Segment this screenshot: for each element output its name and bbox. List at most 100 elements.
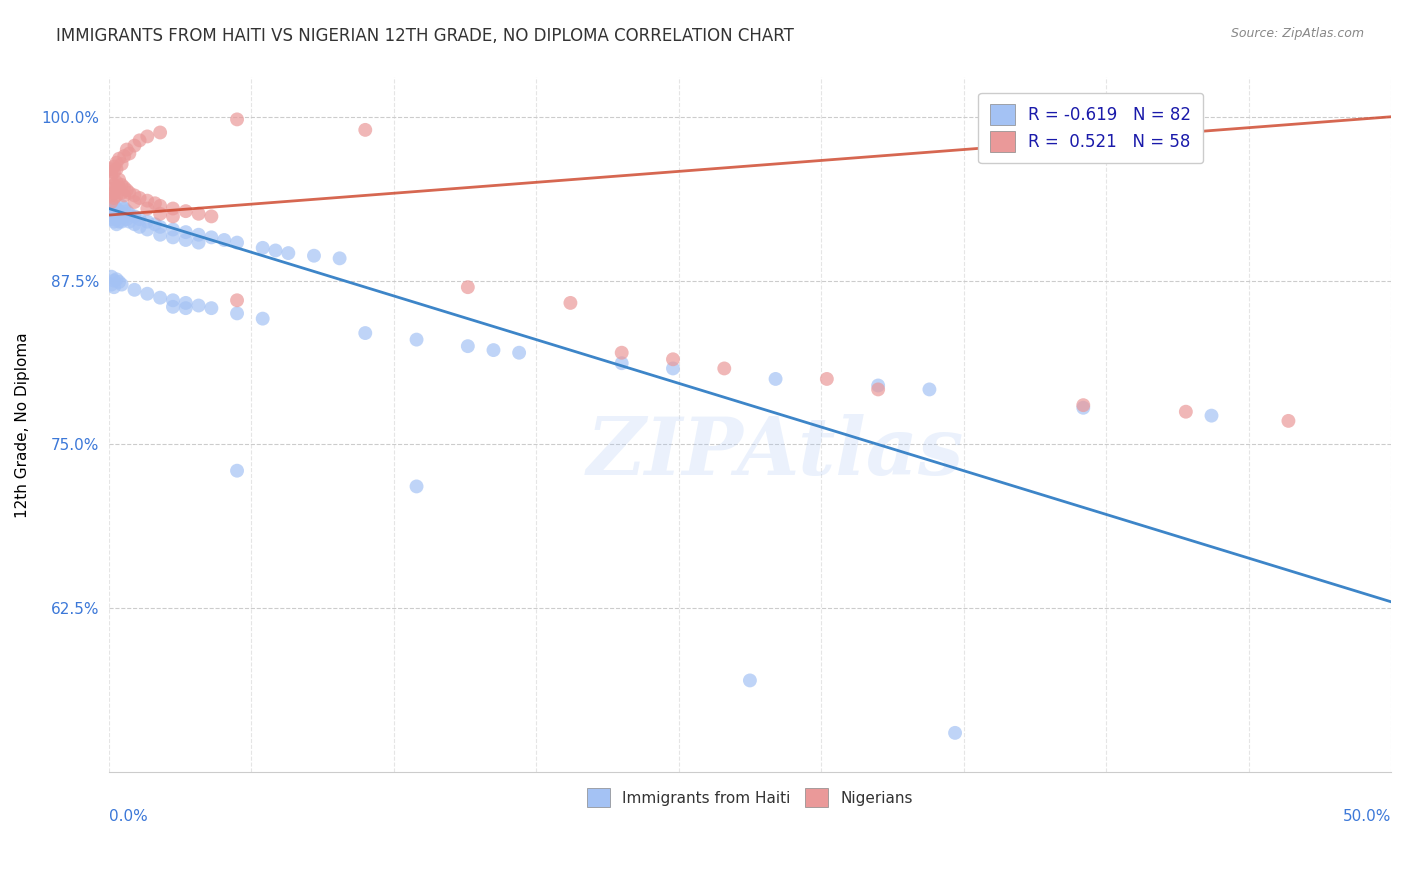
Point xyxy=(943,726,966,740)
Point xyxy=(226,112,249,127)
Point xyxy=(200,210,222,224)
Point xyxy=(111,277,134,292)
Point xyxy=(1071,398,1094,412)
Text: Source: ZipAtlas.com: Source: ZipAtlas.com xyxy=(1230,27,1364,40)
Point xyxy=(226,306,249,320)
Point xyxy=(115,143,138,157)
Point xyxy=(124,217,146,231)
Point xyxy=(115,183,138,197)
Point xyxy=(1277,414,1299,428)
Point xyxy=(136,129,159,144)
Point xyxy=(174,233,197,247)
Point xyxy=(252,311,274,326)
Point xyxy=(405,479,427,493)
Point xyxy=(354,326,377,340)
Point xyxy=(111,214,134,228)
Point xyxy=(108,214,131,228)
Point xyxy=(610,345,633,359)
Point xyxy=(105,182,128,196)
Point xyxy=(264,244,287,258)
Point xyxy=(124,194,146,209)
Point xyxy=(108,172,131,186)
Point xyxy=(868,383,890,397)
Point xyxy=(174,296,197,310)
Point xyxy=(111,186,134,200)
Point xyxy=(108,152,131,166)
Point xyxy=(100,194,122,209)
Point xyxy=(128,133,150,147)
Point xyxy=(174,225,197,239)
Point xyxy=(118,146,141,161)
Point xyxy=(457,339,479,353)
Point xyxy=(105,272,128,286)
Point xyxy=(162,210,184,224)
Point xyxy=(103,210,125,224)
Point xyxy=(105,155,128,169)
Point xyxy=(112,202,135,216)
Point xyxy=(149,227,172,242)
Point xyxy=(187,207,209,221)
Point xyxy=(1174,405,1197,419)
Point xyxy=(103,204,125,219)
Point xyxy=(226,293,249,308)
Point xyxy=(128,219,150,234)
Point xyxy=(252,241,274,255)
Point xyxy=(105,217,128,231)
Point xyxy=(103,280,125,294)
Point xyxy=(149,199,172,213)
Point xyxy=(560,296,582,310)
Point xyxy=(277,246,299,260)
Point xyxy=(174,301,197,315)
Point xyxy=(918,383,941,397)
Point xyxy=(174,204,197,219)
Point xyxy=(100,202,122,216)
Point xyxy=(405,333,427,347)
Point xyxy=(124,283,146,297)
Point xyxy=(128,191,150,205)
Point xyxy=(103,274,125,288)
Point xyxy=(112,180,135,194)
Point xyxy=(103,178,125,192)
Point xyxy=(124,188,146,202)
Point xyxy=(354,123,377,137)
Text: IMMIGRANTS FROM HAITI VS NIGERIAN 12TH GRADE, NO DIPLOMA CORRELATION CHART: IMMIGRANTS FROM HAITI VS NIGERIAN 12TH G… xyxy=(56,27,794,45)
Text: 50.0%: 50.0% xyxy=(1343,809,1391,824)
Point xyxy=(103,191,125,205)
Point xyxy=(108,180,131,194)
Point xyxy=(100,269,122,284)
Point xyxy=(100,165,122,179)
Point xyxy=(100,188,122,202)
Point xyxy=(103,199,125,213)
Point xyxy=(103,165,125,179)
Point xyxy=(136,222,159,236)
Point xyxy=(226,235,249,250)
Point xyxy=(662,352,685,367)
Point xyxy=(105,188,128,202)
Legend: Immigrants from Haiti, Nigerians: Immigrants from Haiti, Nigerians xyxy=(581,782,920,814)
Point xyxy=(187,299,209,313)
Point xyxy=(149,291,172,305)
Point xyxy=(103,214,125,228)
Point xyxy=(149,219,172,234)
Point xyxy=(713,361,735,376)
Point xyxy=(508,345,530,359)
Point xyxy=(112,149,135,163)
Point xyxy=(124,138,146,153)
Point xyxy=(200,301,222,315)
Point xyxy=(100,277,122,292)
Point xyxy=(738,673,761,688)
Point xyxy=(112,188,135,202)
Point xyxy=(105,202,128,216)
Point xyxy=(457,280,479,294)
Point xyxy=(105,212,128,227)
Point xyxy=(115,212,138,227)
Point xyxy=(162,293,184,308)
Point xyxy=(118,214,141,228)
Point xyxy=(118,207,141,221)
Point xyxy=(136,286,159,301)
Point xyxy=(162,300,184,314)
Point xyxy=(108,210,131,224)
Point xyxy=(112,210,135,224)
Point xyxy=(662,361,685,376)
Point xyxy=(143,217,166,231)
